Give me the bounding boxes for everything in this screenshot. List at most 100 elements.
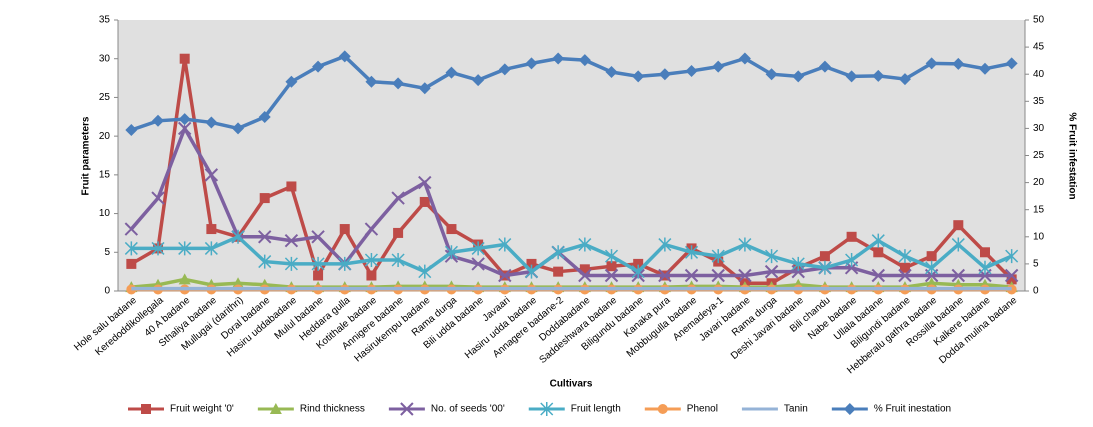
marker xyxy=(365,75,378,88)
marker xyxy=(313,270,324,281)
legend-label: Fruit length xyxy=(571,404,621,415)
marker xyxy=(364,253,378,268)
marker xyxy=(125,124,138,137)
marker xyxy=(818,260,832,275)
marker xyxy=(872,69,885,82)
marker xyxy=(498,63,511,76)
series-line xyxy=(130,58,1013,286)
y-tick-label: 10 xyxy=(99,208,111,219)
y-tick-label: 20 xyxy=(99,131,111,142)
y-tick-label: 25 xyxy=(99,92,111,103)
marker xyxy=(204,241,218,256)
marker xyxy=(791,256,805,271)
marker xyxy=(311,230,325,244)
marker xyxy=(498,237,512,252)
y2-tick-label: 15 xyxy=(1033,204,1045,215)
marker xyxy=(819,251,830,262)
marker xyxy=(445,66,458,79)
y2-axis-title: % Fruit infestation xyxy=(1066,112,1077,199)
marker xyxy=(978,260,992,275)
marker xyxy=(400,402,414,416)
marker xyxy=(684,268,699,283)
legend-label: Fruit weight '0' xyxy=(170,404,234,415)
marker xyxy=(553,266,564,277)
marker xyxy=(578,237,592,252)
legend-label: No. of seeds '00' xyxy=(431,404,505,415)
x-axis-title: Cultivars xyxy=(550,379,593,390)
marker xyxy=(152,114,165,127)
marker xyxy=(418,82,431,95)
marker xyxy=(712,60,725,73)
marker xyxy=(978,62,991,75)
y2-tick-label: 30 xyxy=(1033,123,1045,134)
marker xyxy=(285,75,298,88)
marker xyxy=(338,256,352,271)
y2-tick-label: 10 xyxy=(1033,231,1045,242)
y2-tick-label: 45 xyxy=(1033,42,1045,53)
marker xyxy=(818,60,831,73)
marker xyxy=(126,258,137,269)
marker xyxy=(151,241,165,256)
marker xyxy=(658,68,671,81)
marker xyxy=(366,270,377,281)
marker xyxy=(604,268,619,283)
marker xyxy=(444,245,458,260)
marker xyxy=(312,60,325,73)
marker xyxy=(551,245,565,260)
marker xyxy=(178,241,192,256)
marker xyxy=(953,220,964,231)
marker xyxy=(393,227,404,238)
marker xyxy=(899,262,910,273)
marker xyxy=(765,68,778,81)
marker xyxy=(471,257,485,271)
marker xyxy=(1004,268,1019,283)
marker xyxy=(792,70,805,83)
y2-tick-label: 35 xyxy=(1033,96,1045,107)
marker xyxy=(925,260,939,275)
marker xyxy=(311,256,325,271)
marker xyxy=(764,264,779,279)
marker xyxy=(951,237,965,252)
marker xyxy=(471,241,485,256)
marker xyxy=(898,249,912,264)
y2-tick-label: 20 xyxy=(1033,177,1045,188)
marker xyxy=(658,237,672,252)
marker xyxy=(873,247,884,258)
marker xyxy=(419,196,430,207)
marker xyxy=(552,52,565,65)
marker xyxy=(657,404,668,414)
marker xyxy=(765,249,779,264)
marker xyxy=(526,258,537,269)
marker xyxy=(124,241,138,256)
marker xyxy=(604,249,619,264)
marker xyxy=(605,66,618,79)
marker xyxy=(339,224,350,235)
marker xyxy=(578,54,591,67)
marker xyxy=(141,404,151,414)
marker xyxy=(525,57,538,70)
marker xyxy=(259,193,270,204)
marker xyxy=(472,74,485,87)
marker xyxy=(284,256,298,271)
legend-label: % Fruit inestation xyxy=(874,404,951,415)
marker xyxy=(540,402,554,416)
series-line xyxy=(130,124,1012,278)
marker xyxy=(979,247,990,258)
marker xyxy=(1005,249,1019,264)
marker xyxy=(205,116,218,129)
marker xyxy=(418,175,432,190)
marker xyxy=(738,237,752,252)
marker xyxy=(258,111,271,124)
marker xyxy=(925,57,938,70)
legend-label: Tanin xyxy=(784,404,808,415)
marker xyxy=(685,64,698,77)
marker xyxy=(204,168,219,182)
marker xyxy=(179,53,190,64)
y-tick-label: 30 xyxy=(99,53,111,64)
y2-tick-label: 0 xyxy=(1033,286,1039,297)
marker xyxy=(269,403,282,414)
marker xyxy=(286,181,297,192)
legend-label: Rind thickness xyxy=(300,404,365,415)
marker xyxy=(845,70,858,83)
